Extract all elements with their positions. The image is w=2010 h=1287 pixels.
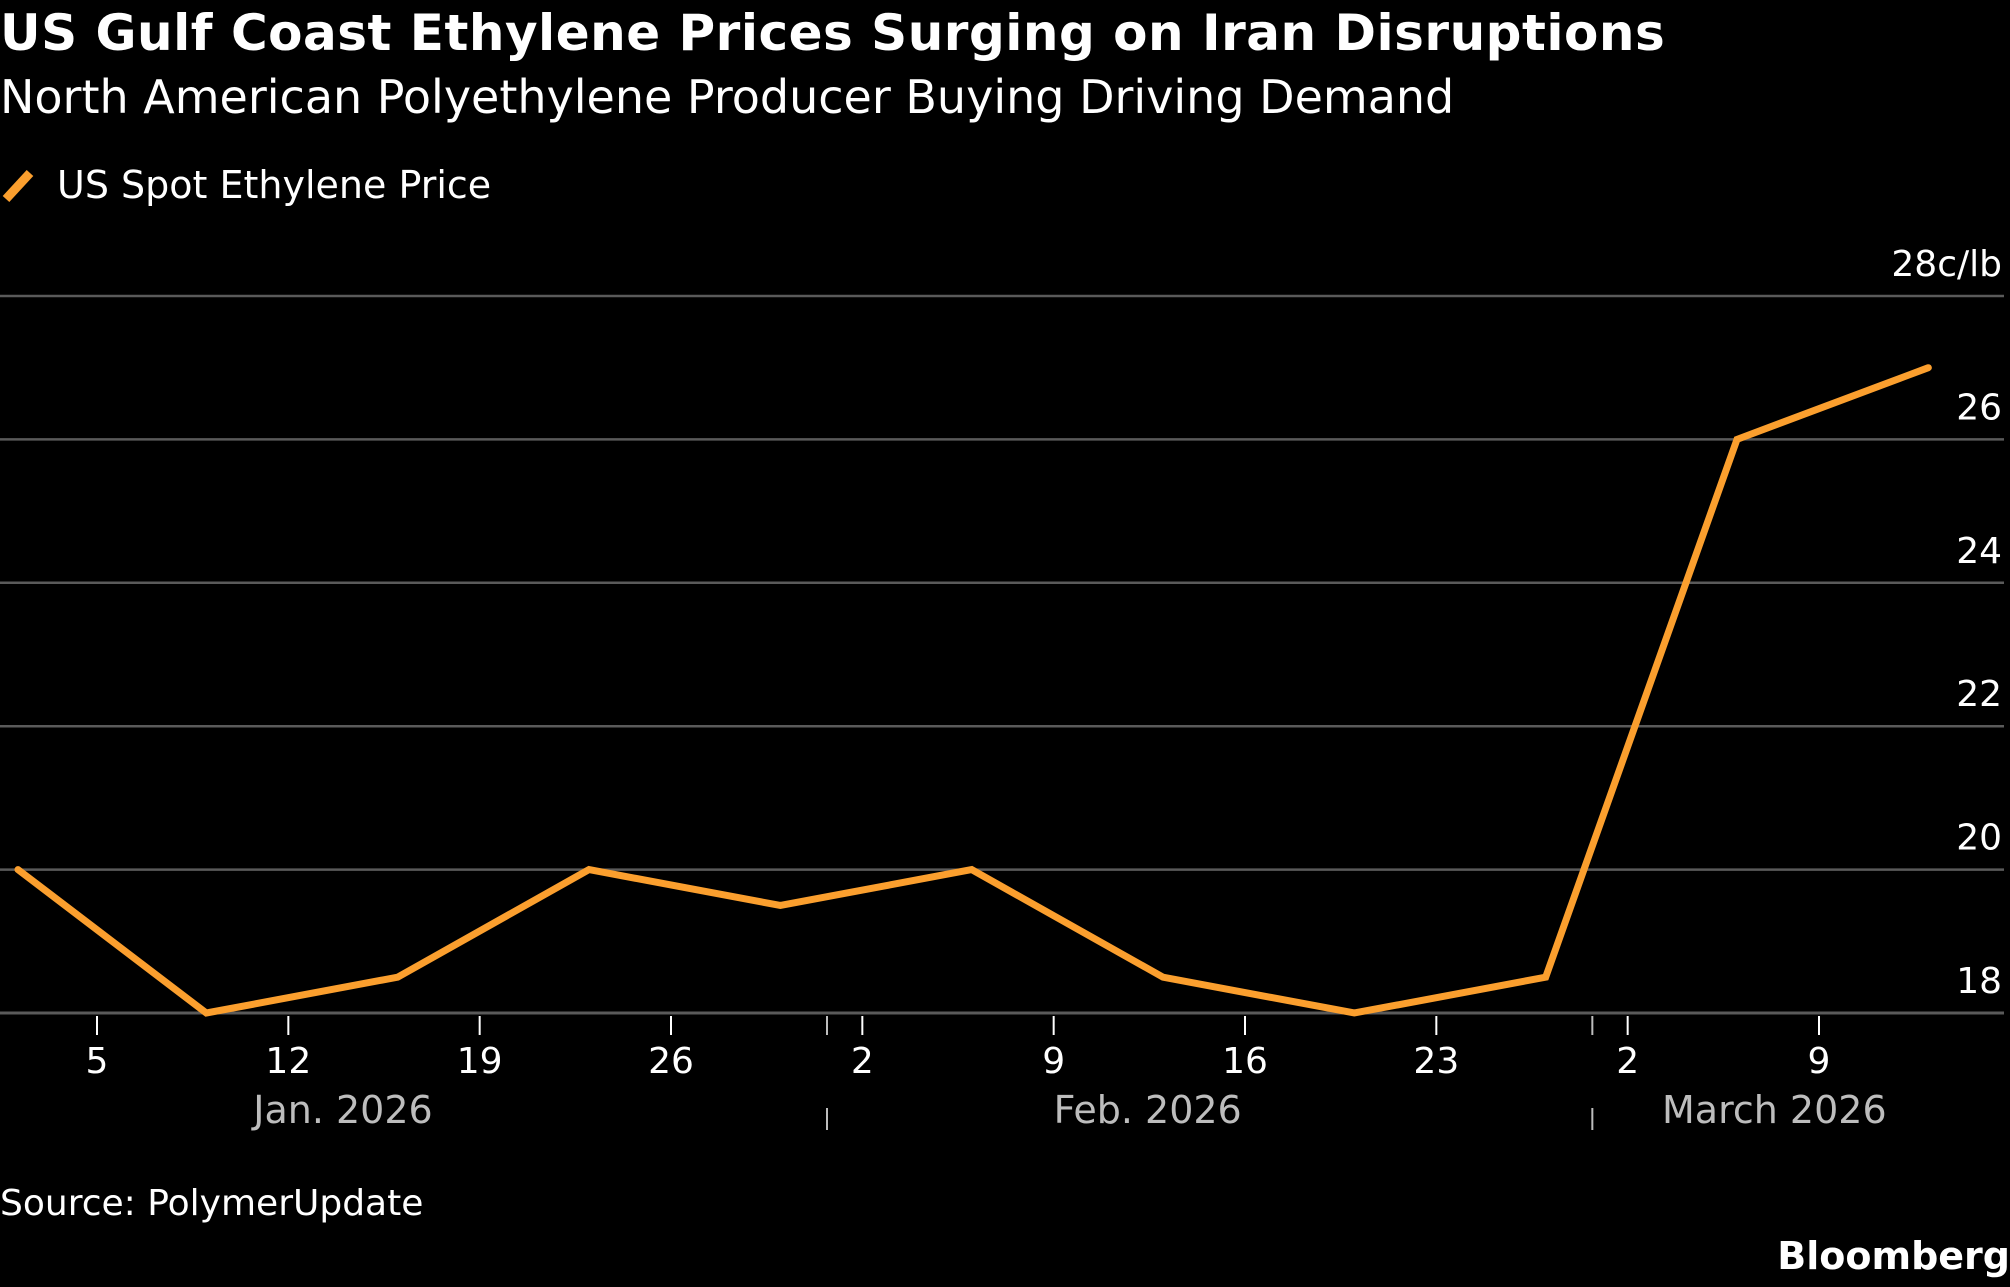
legend: US Spot Ethylene Price [0,163,491,207]
month-label: Feb. 2026 [1054,1088,1242,1132]
x-tick-label: 23 [1413,1041,1459,1082]
y-tick-label: 24 [1956,531,2002,572]
bloomberg-logo: Bloomberg [1777,1234,2010,1278]
y-axis: 18 20 22 24 26 28c/lb [1891,244,2002,1002]
month-label: Jan. 2026 [251,1088,432,1132]
month-label: March 2026 [1662,1088,1887,1132]
x-tick-label: 2 [851,1041,874,1082]
gridlines [0,294,2004,1015]
legend-line-icon [0,165,44,205]
y-tick-label: 26 [1956,387,2002,428]
source-note: Source: PolymerUpdate [0,1183,424,1224]
x-tick-label: 9 [1042,1041,1065,1082]
x-tick-label: 19 [457,1041,503,1082]
y-tick-label: 20 [1956,818,2002,859]
y-tick-label: 18 [1956,961,2002,1002]
x-tick-label: 9 [1808,1041,1831,1082]
y-tick-label: 22 [1956,674,2002,715]
series [14,364,1932,1017]
x-tick-label: 16 [1222,1041,1268,1082]
legend-label: US Spot Ethylene Price [57,163,492,207]
chart-title: US Gulf Coast Ethylene Prices Surging on… [0,4,1666,62]
y-axis-unit-label: 28c/lb [1891,244,2002,285]
x-tick-label: 12 [265,1041,311,1082]
chart-subtitle: North American Polyethylene Producer Buy… [0,70,1455,124]
x-tick-label: 5 [86,1041,109,1082]
x-tick-label: 2 [1616,1041,1639,1082]
x-tick-label: 26 [648,1041,694,1082]
x-axis: 5 12 19 26 2 9 16 23 2 9 Jan. 2026 Feb. 2026 March 2… [86,1016,1887,1132]
series-line-us-spot-ethylene [14,364,1932,1017]
